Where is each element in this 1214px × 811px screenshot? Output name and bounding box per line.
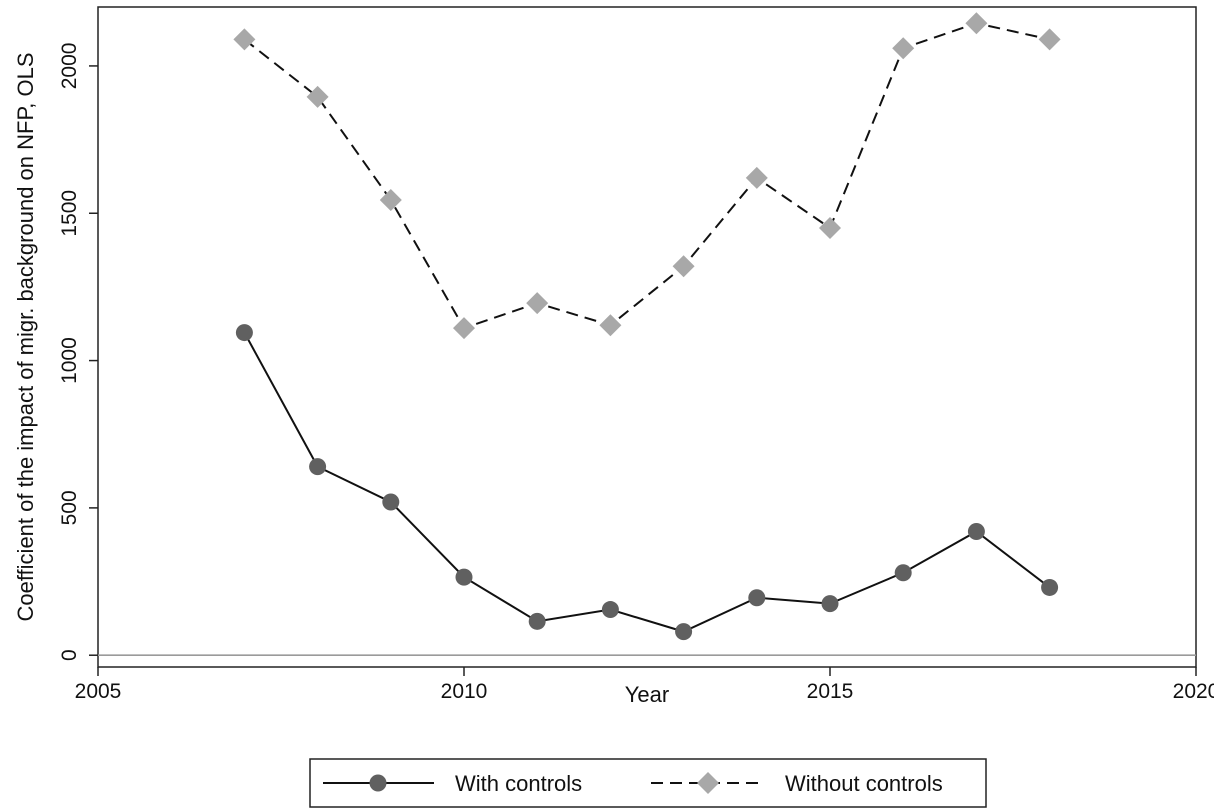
data-point-with-controls [455,568,473,586]
y-tick-label: 1500 [58,190,81,237]
data-point-with-controls [894,564,912,582]
legend-marker-with-controls [369,774,387,792]
data-point-without-controls [965,12,988,35]
data-point-without-controls [672,255,695,278]
y-axis: 0 500 1000 1500 2000 [58,43,98,661]
data-point-with-controls [601,601,619,619]
data-point-without-controls [233,28,256,51]
plot-frame [97,6,1197,668]
x-axis: 2005 2010 2015 2020 [75,667,1214,703]
x-tick-label: 2010 [441,680,488,703]
data-point-without-controls [453,317,475,340]
y-tick-label: 500 [58,490,81,525]
series-line-without-controls [243,22,1050,330]
data-point-with-controls [1041,578,1059,596]
data-point-without-controls [306,85,329,108]
data-point-with-controls [382,493,400,511]
legend-box [309,758,987,808]
plot-area [97,6,1197,668]
y-axis-title: Coefficient of the impact of migr. backg… [13,52,38,621]
data-point-without-controls [379,188,402,211]
data-point-with-controls [528,612,546,630]
data-point-with-controls [675,623,693,641]
data-point-without-controls [819,216,841,239]
legend-label-without-controls: Without controls [785,771,943,796]
x-tick-label: 2015 [807,680,854,703]
y-tick-label: 1000 [58,337,81,384]
legend: With controls Without controls [309,758,987,808]
data-point-without-controls [892,37,915,60]
data-point-without-controls [745,166,768,189]
data-point-without-controls [599,314,622,337]
data-point-without-controls [526,292,549,315]
data-point-with-controls [235,324,253,342]
x-tick-label: 2005 [75,680,122,703]
data-point-with-controls [748,589,766,607]
x-tick-label: 2020 [1173,680,1214,703]
y-tick-label: 2000 [58,43,81,90]
series-line-with-controls [243,332,1051,633]
legend-marker-without-controls [697,772,719,794]
data-point-without-controls [1038,28,1061,51]
legend-label-with-controls: With controls [455,771,582,796]
data-point-with-controls [821,595,839,613]
x-axis-title: Year [625,682,669,707]
data-point-with-controls [967,522,985,540]
y-tick-label: 0 [58,649,81,661]
data-point-with-controls [309,458,327,476]
